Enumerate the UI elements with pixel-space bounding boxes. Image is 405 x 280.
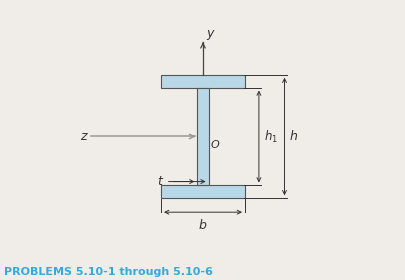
- Bar: [197, 88, 208, 185]
- Text: $t$: $t$: [157, 175, 164, 188]
- Text: O: O: [210, 140, 219, 150]
- Text: $h_1$: $h_1$: [263, 129, 277, 144]
- Bar: [161, 75, 244, 88]
- Text: PROBLEMS 5.10-1 through 5.10-6: PROBLEMS 5.10-1 through 5.10-6: [4, 267, 212, 277]
- Text: $h$: $h$: [288, 129, 298, 143]
- Text: y: y: [206, 27, 213, 40]
- Bar: [161, 185, 244, 198]
- Text: z: z: [80, 130, 86, 143]
- Text: $b$: $b$: [198, 218, 207, 232]
